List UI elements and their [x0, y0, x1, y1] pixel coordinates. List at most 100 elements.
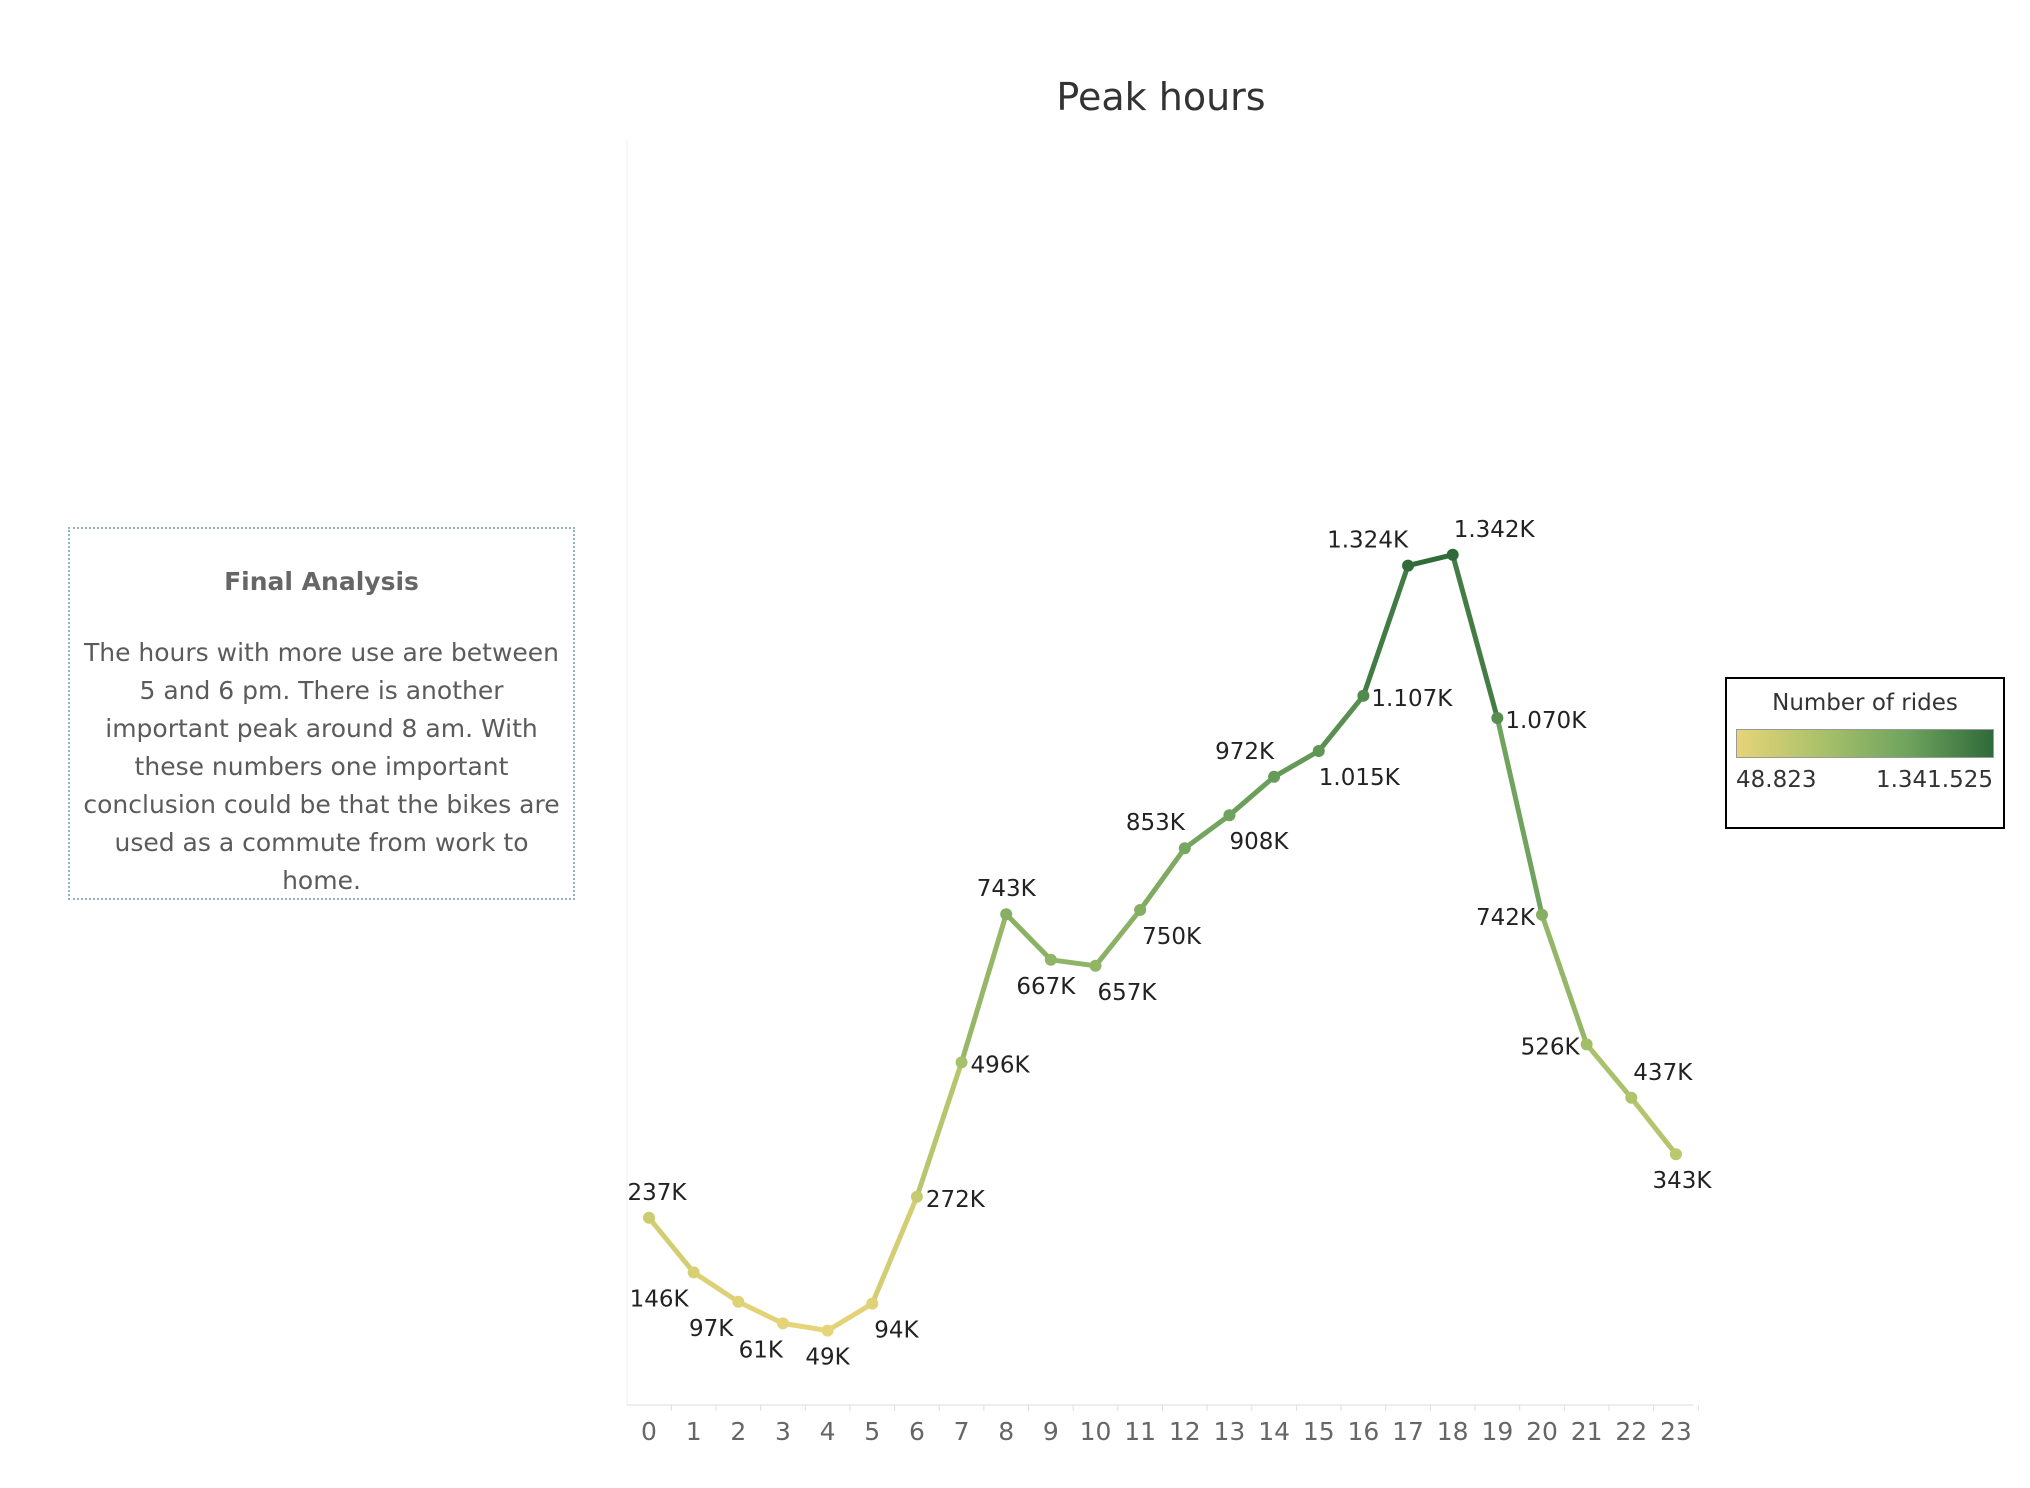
line-segment: [1360, 563, 1411, 699]
x-tick-label: 17: [1392, 1417, 1424, 1446]
chart-title: Peak hours: [1056, 75, 1265, 119]
data-point[interactable]: [1491, 712, 1504, 724]
data-label: 743K: [977, 876, 1037, 902]
analysis-text: The hours with more use are between 5 an…: [83, 638, 560, 895]
x-tick-label: 10: [1080, 1417, 1112, 1446]
x-tick-label: 9: [1043, 1417, 1059, 1446]
data-point[interactable]: [1000, 908, 1013, 921]
data-point[interactable]: [1312, 745, 1325, 757]
data-label: 146K: [630, 1286, 690, 1312]
line-segment: [869, 1194, 920, 1307]
data-point[interactable]: [1402, 559, 1415, 572]
data-label: 742K: [1476, 905, 1536, 931]
line-segment: [1494, 715, 1545, 918]
data-label: 972K: [1215, 739, 1275, 765]
ride-line: [646, 552, 1679, 1334]
data-point[interactable]: [1580, 1038, 1593, 1051]
x-tick-label: 20: [1526, 1417, 1558, 1446]
data-label: 1.342K: [1454, 517, 1536, 543]
data-label: 1.070K: [1505, 708, 1587, 734]
data-label: 1.324K: [1327, 528, 1409, 554]
line-segment: [646, 1215, 697, 1275]
x-tick-label: 5: [864, 1417, 880, 1446]
line-segment: [1003, 911, 1054, 963]
data-point[interactable]: [910, 1190, 923, 1203]
line-segment: [1450, 552, 1500, 721]
analysis-title: Final Analysis: [224, 567, 419, 596]
data-point[interactable]: [1625, 1091, 1638, 1104]
x-tick-label: 8: [998, 1417, 1014, 1446]
data-point[interactable]: [1223, 809, 1236, 822]
data-point[interactable]: [1089, 959, 1102, 972]
final-analysis-box: Final Analysis The hours with more use a…: [68, 527, 575, 900]
line-segment: [780, 1320, 831, 1334]
data-label: 272K: [926, 1187, 986, 1213]
data-point[interactable]: [1178, 842, 1191, 855]
data-label: 343K: [1652, 1168, 1712, 1194]
data-point[interactable]: [955, 1056, 968, 1069]
data-point[interactable]: [1669, 1148, 1682, 1161]
x-tick-label: 3: [775, 1417, 791, 1446]
line-segment: [1316, 693, 1366, 754]
data-label: 526K: [1521, 1034, 1581, 1060]
line-segment: [1182, 812, 1232, 851]
x-tick-label: 22: [1615, 1417, 1647, 1446]
data-point[interactable]: [1446, 548, 1459, 561]
x-tick-label: 21: [1571, 1417, 1603, 1446]
line-segment: [1539, 912, 1590, 1047]
line-segment: [1093, 907, 1143, 969]
x-tick-label: 4: [820, 1417, 836, 1446]
data-label: 49K: [805, 1345, 850, 1371]
line-segment: [1405, 552, 1456, 569]
x-tick-label: 14: [1258, 1417, 1290, 1446]
data-label: 908K: [1229, 829, 1289, 855]
line-segment: [1226, 774, 1277, 818]
x-tick-label: 15: [1303, 1417, 1335, 1446]
x-tick-label: 6: [909, 1417, 925, 1446]
data-label: 667K: [1016, 974, 1076, 1000]
data-point[interactable]: [1357, 689, 1370, 702]
line-segment: [1271, 748, 1322, 780]
data-label: 853K: [1126, 810, 1186, 836]
data-points: [643, 548, 1682, 1337]
data-label: 437K: [1633, 1060, 1693, 1086]
x-tick-label: 1: [686, 1417, 702, 1446]
legend-title: Number of rides: [1772, 690, 1958, 716]
x-axis-ticks: 0 1 2 3 4 5 6 7 8 9 10 11 12 13 14 15 16 17 18 19 20 21 22 23: [641, 1405, 1699, 1446]
data-label: 61K: [739, 1337, 784, 1363]
data-label: 496K: [971, 1052, 1031, 1078]
line-segment: [1137, 845, 1188, 913]
line-segment: [735, 1299, 786, 1326]
data-point[interactable]: [821, 1324, 834, 1337]
data-point[interactable]: [643, 1211, 655, 1224]
data-point[interactable]: [1044, 953, 1057, 966]
line-segment: [959, 911, 1009, 1065]
data-label: 1.015K: [1319, 765, 1401, 791]
x-tick-label: 13: [1214, 1417, 1246, 1446]
x-tick-label: 23: [1660, 1417, 1692, 1446]
data-label: 237K: [628, 1180, 688, 1206]
data-point[interactable]: [1134, 904, 1147, 916]
color-legend: Number of rides 48.823 1.341.525: [1725, 677, 2005, 829]
data-point[interactable]: [776, 1317, 789, 1330]
x-tick-label: 2: [730, 1417, 746, 1446]
line-segment: [1048, 957, 1098, 969]
x-tick-label: 18: [1437, 1417, 1469, 1446]
data-point[interactable]: [687, 1266, 700, 1279]
data-label: 1.107K: [1371, 686, 1453, 712]
x-tick-label: 19: [1481, 1417, 1513, 1446]
line-segment: [825, 1301, 875, 1334]
data-point[interactable]: [1536, 908, 1548, 921]
x-tick-label: 16: [1347, 1417, 1379, 1446]
data-label: 657K: [1098, 980, 1158, 1006]
x-tick-label: 12: [1169, 1417, 1201, 1446]
data-point[interactable]: [1268, 770, 1281, 783]
data-point[interactable]: [866, 1297, 879, 1310]
data-label: 94K: [874, 1318, 919, 1344]
x-tick-label: 0: [641, 1417, 657, 1446]
data-point[interactable]: [732, 1295, 745, 1308]
data-label: 750K: [1142, 924, 1202, 950]
line-segment: [914, 1059, 965, 1200]
